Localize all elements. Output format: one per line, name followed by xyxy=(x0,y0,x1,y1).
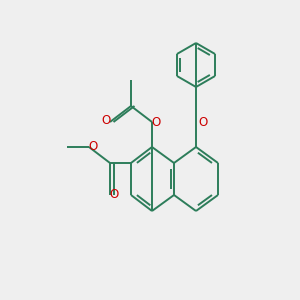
Text: O: O xyxy=(198,116,208,128)
Text: O: O xyxy=(101,113,111,127)
Text: O: O xyxy=(88,140,98,154)
Text: O: O xyxy=(152,116,160,128)
Text: O: O xyxy=(110,188,118,202)
